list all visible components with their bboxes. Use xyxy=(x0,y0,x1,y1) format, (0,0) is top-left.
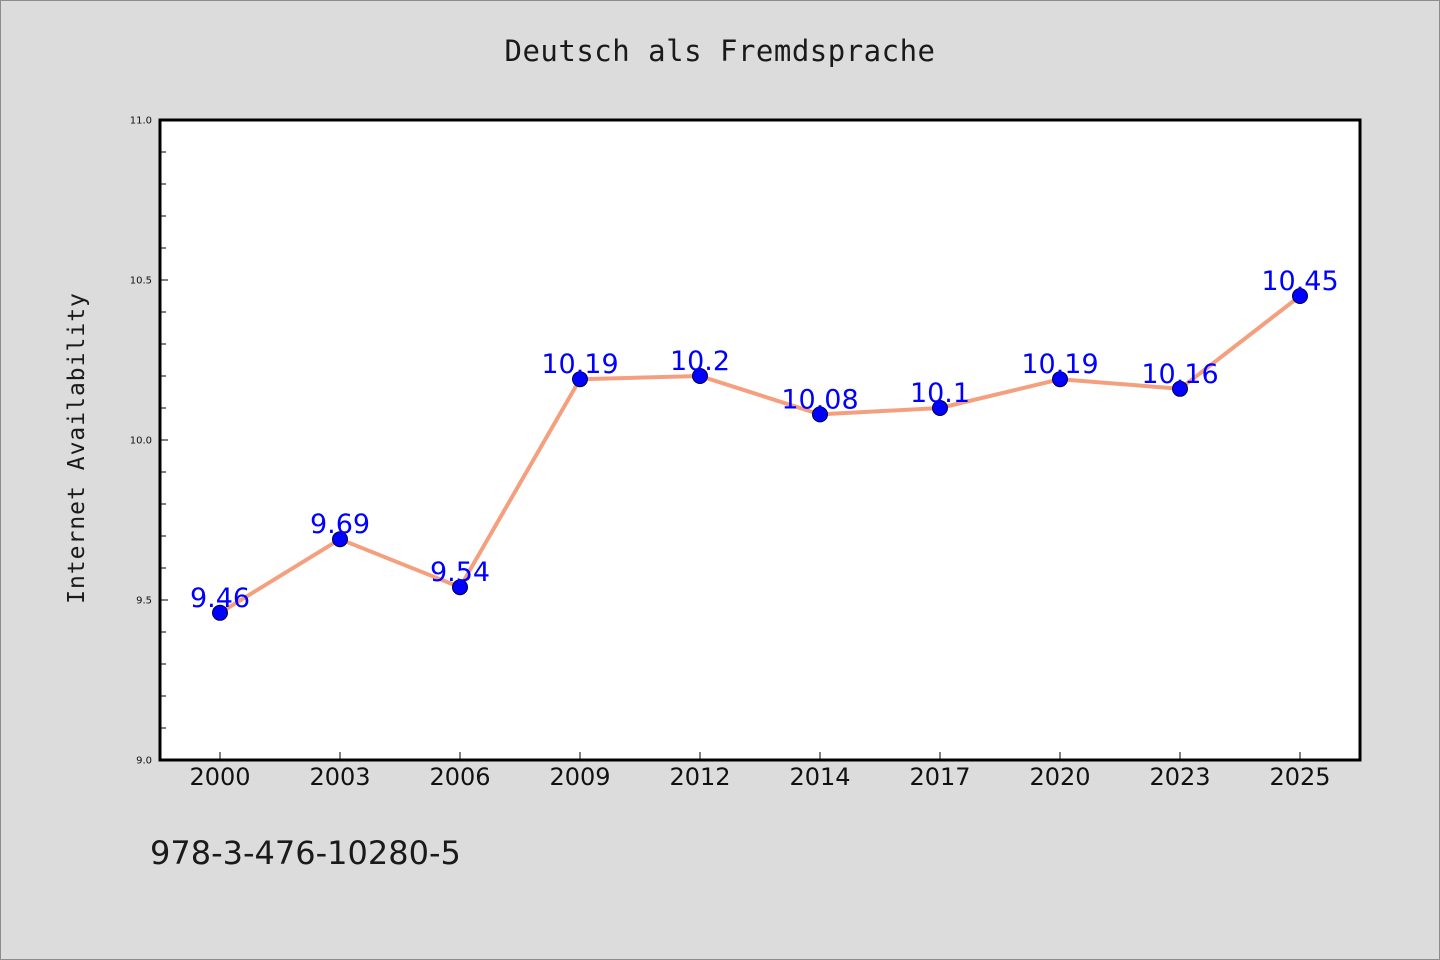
data-point xyxy=(452,579,468,596)
x-tick-label: 2014 xyxy=(789,763,850,791)
data-point xyxy=(332,531,348,548)
data-label: 10.2 xyxy=(670,346,730,377)
y-tick-label: 11.0 xyxy=(130,116,152,127)
data-point xyxy=(1052,371,1068,388)
y-axis: 9.0 9.5 10.0 10.5 11.0 xyxy=(130,116,168,767)
data-point xyxy=(812,406,828,423)
y-tick-label: 10.0 xyxy=(130,436,152,447)
footnote-isbn: 978-3-476-10280-5 xyxy=(150,834,461,872)
data-label: 10.1 xyxy=(910,378,970,409)
data-point xyxy=(692,368,708,384)
chart-title: Deutsch als Fremdsprache xyxy=(504,34,936,68)
data-point xyxy=(932,400,948,416)
y-tick-label: 9.0 xyxy=(136,756,152,767)
data-point xyxy=(1292,288,1308,304)
data-point xyxy=(1172,380,1188,397)
data-label: 9.69 xyxy=(310,509,370,540)
data-point xyxy=(572,371,588,388)
x-tick-label: 2009 xyxy=(549,763,610,791)
data-label: 10.19 xyxy=(541,349,618,380)
x-tick-label: 2012 xyxy=(669,763,730,791)
data-label: 9.46 xyxy=(190,583,250,614)
data-label: 9.54 xyxy=(430,557,490,588)
series-group xyxy=(212,288,1308,621)
y-tick-label: 9.5 xyxy=(136,596,152,607)
x-tick-label: 2003 xyxy=(309,763,370,791)
data-label: 10.45 xyxy=(1261,266,1338,297)
data-label: 10.16 xyxy=(1141,359,1218,390)
x-tick-label: 2023 xyxy=(1149,763,1210,791)
data-label: 10.19 xyxy=(1021,349,1098,380)
series-line xyxy=(218,294,1302,615)
data-labels: 9.46 9.69 9.54 10.19 10.2 10.08 10.1 10.19 10.16… xyxy=(190,266,1339,614)
data-point xyxy=(212,604,228,621)
x-axis: 2000 2003 2006 2009 2012 2014 2017 2020 2023 2025 xyxy=(189,752,1331,791)
x-tick-label: 2020 xyxy=(1029,763,1090,791)
x-tick-label: 2025 xyxy=(1269,763,1330,791)
y-tick-label: 10.5 xyxy=(130,276,152,287)
plot-area xyxy=(158,118,1362,762)
x-tick-label: 2017 xyxy=(909,763,970,791)
x-tick-label: 2000 xyxy=(189,763,250,791)
x-tick-label: 2006 xyxy=(429,763,490,791)
data-label: 10.08 xyxy=(781,384,858,415)
